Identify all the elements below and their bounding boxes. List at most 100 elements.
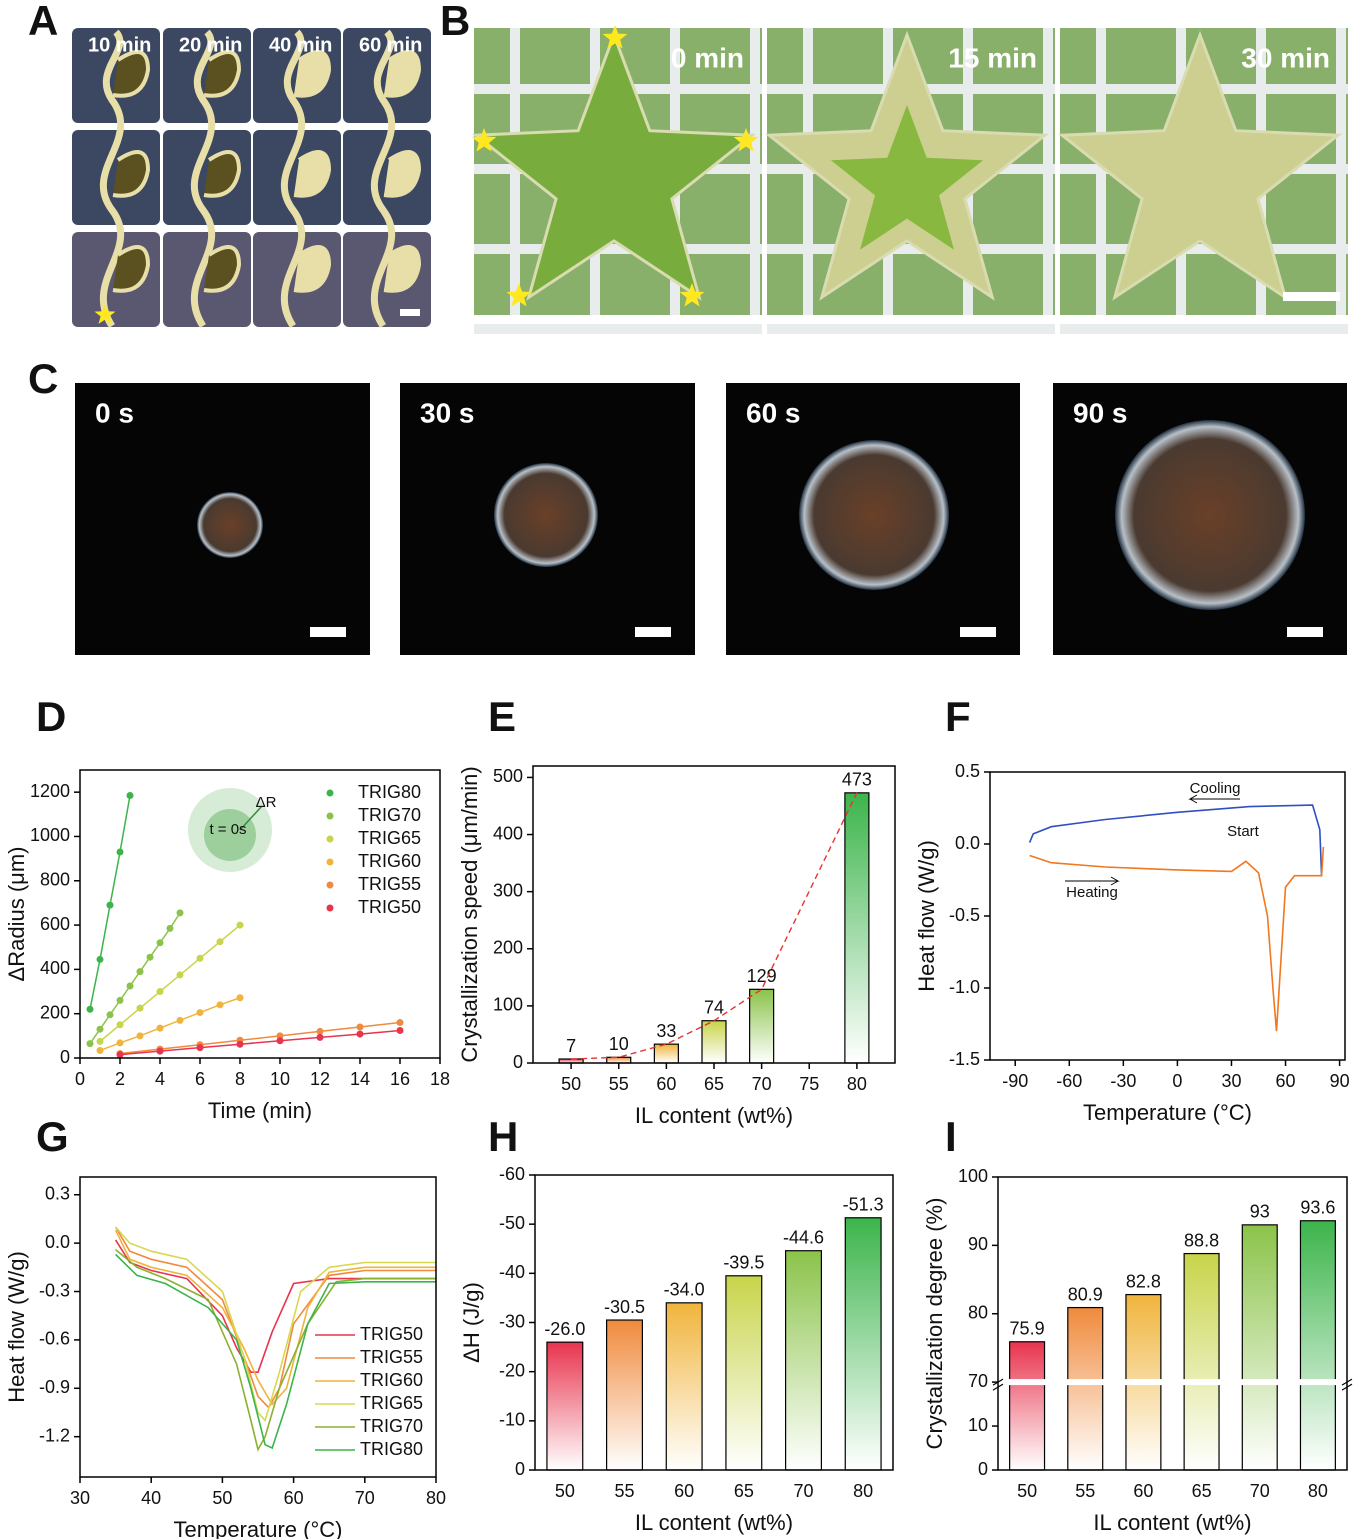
y-tick-label: 1200 [30, 781, 70, 801]
gel-star [472, 30, 756, 301]
legend-label: TRIG50 [360, 1324, 423, 1344]
data-point [356, 1023, 364, 1031]
data-point [176, 971, 184, 979]
data-point [236, 921, 244, 929]
spherulite [1115, 420, 1305, 610]
gel-curl [293, 150, 332, 198]
photo-caption: 30 min [1241, 42, 1330, 73]
y-tick-label: 0.0 [955, 833, 980, 853]
x-tick-label: 60 [656, 1074, 676, 1094]
data-point [176, 909, 184, 917]
gel-strip [280, 29, 306, 328]
y-tick-label: -50 [499, 1213, 525, 1233]
scale-bar [635, 627, 671, 637]
x-tick-label: 14 [350, 1069, 370, 1089]
photo-caption: 15 min [948, 42, 1037, 73]
grid-tape [803, 28, 813, 315]
data-point [236, 1040, 244, 1048]
gel-curl [112, 245, 151, 293]
x-tick-label: 55 [609, 1074, 629, 1094]
y-tick-label: -60 [499, 1164, 525, 1184]
y-tick-label: 1000 [30, 825, 70, 845]
y-tick-label: -20 [499, 1360, 525, 1380]
x-tick-label: 65 [704, 1074, 724, 1094]
marker-star [602, 25, 628, 49]
spherulite [494, 463, 598, 567]
x-tick-label: 80 [847, 1074, 867, 1094]
x-axis-title: IL content (wt%) [635, 1510, 793, 1535]
value-label: -44.6 [783, 1227, 824, 1247]
panel-label: A [28, 0, 58, 44]
spherulite [197, 492, 263, 558]
legend-label: TRIG60 [358, 851, 421, 871]
data-point [176, 1016, 184, 1024]
x-tick-label: 50 [561, 1074, 581, 1094]
data-point [276, 1037, 284, 1045]
x-tick-label: 60 [674, 1481, 694, 1501]
x-tick-label: 65 [1192, 1481, 1212, 1501]
value-label: -39.5 [723, 1253, 764, 1273]
fit-line [119, 1021, 401, 1055]
grid-tape [767, 244, 1055, 254]
value-label: 93.6 [1300, 1198, 1335, 1218]
gel-curl [383, 50, 422, 98]
value-label: 80.9 [1068, 1284, 1103, 1304]
y-tick-label: 200 [493, 938, 523, 958]
grid-tape [750, 28, 760, 315]
annotation: Heating [1066, 884, 1118, 901]
y-tick-label: -0.9 [39, 1377, 70, 1397]
legend-label: TRIG70 [358, 805, 421, 825]
x-tick-label: 55 [614, 1481, 634, 1501]
grid-tape [1336, 28, 1346, 315]
data-line [114, 1229, 436, 1406]
data-point [96, 1037, 104, 1045]
data-point [96, 955, 104, 963]
gel-curl [203, 150, 242, 198]
gel-curl [383, 245, 422, 293]
y-axis-title: ΔH (J/g) [459, 1282, 484, 1363]
x-tick-label: 70 [355, 1488, 375, 1508]
plot-frame [532, 765, 896, 1064]
inset-arrow [239, 805, 263, 831]
bar [749, 988, 775, 1064]
photo-caption: 0 s [95, 397, 134, 428]
data-point [116, 1051, 124, 1059]
marker-star [94, 304, 116, 324]
value-label: -51.3 [843, 1195, 884, 1215]
bar [1009, 1341, 1046, 1471]
x-tick-label: 65 [734, 1481, 754, 1501]
marker-star [506, 283, 532, 307]
y-tick-label: -10 [499, 1410, 525, 1430]
fit-line [89, 912, 181, 1045]
gel-curl [203, 50, 242, 98]
x-tick-label: 16 [390, 1069, 410, 1089]
grid-tape [1043, 28, 1053, 315]
data-point [156, 939, 164, 947]
y-axis-title: ΔRadius (μm) [4, 847, 29, 982]
plot-frame [534, 1174, 894, 1471]
grid-tape [1060, 244, 1348, 254]
y-tick-label: 500 [493, 766, 523, 786]
y-tick-label: 100 [493, 995, 523, 1015]
value-label: 10 [609, 1034, 629, 1054]
bar [606, 1056, 632, 1064]
x-tick-label: -90 [1002, 1071, 1028, 1091]
y-tick-label: 400 [40, 958, 70, 978]
y-tick-label: 300 [493, 880, 523, 900]
legend-label: TRIG60 [360, 1370, 423, 1390]
value-label: 7 [566, 1036, 576, 1056]
panel-label: I [945, 1113, 957, 1160]
y-tick-label: 90 [968, 1234, 988, 1254]
y-tick-label: 0 [978, 1459, 988, 1479]
bar [605, 1319, 643, 1471]
y-tick-label: 400 [493, 823, 523, 843]
bar [665, 1302, 703, 1471]
annotation: t = 0s [209, 821, 246, 838]
data-point [106, 901, 114, 909]
x-tick-label: 40 [141, 1488, 161, 1508]
y-axis-title: Heat flow (W/g) [4, 1251, 29, 1403]
x-tick-label: 80 [426, 1488, 446, 1508]
x-tick-label: 0 [75, 1069, 85, 1089]
data-point [156, 988, 164, 996]
gel-curl [112, 50, 151, 98]
